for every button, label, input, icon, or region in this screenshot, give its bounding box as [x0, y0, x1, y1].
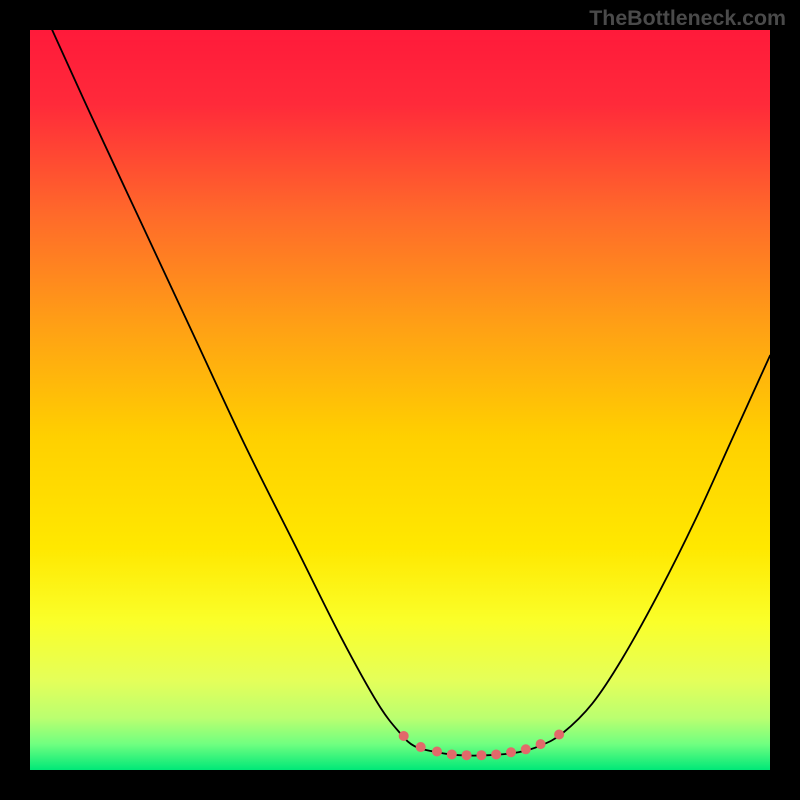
marker-dot: [491, 749, 501, 759]
plot-area: [30, 30, 770, 770]
marker-dot: [506, 747, 516, 757]
chart-svg: [30, 30, 770, 770]
marker-dot: [476, 750, 486, 760]
marker-dot: [432, 747, 442, 757]
marker-dot: [462, 750, 472, 760]
marker-dot: [399, 731, 409, 741]
marker-dot: [447, 749, 457, 759]
marker-dot: [521, 744, 531, 754]
marker-dot: [416, 742, 426, 752]
optimal-range-markers: [399, 729, 564, 760]
figure-root: TheBottleneck.com: [0, 0, 800, 800]
marker-dot: [536, 739, 546, 749]
attribution-label: TheBottleneck.com: [589, 6, 786, 31]
bottleneck-curve: [52, 30, 770, 756]
marker-dot: [554, 729, 564, 739]
